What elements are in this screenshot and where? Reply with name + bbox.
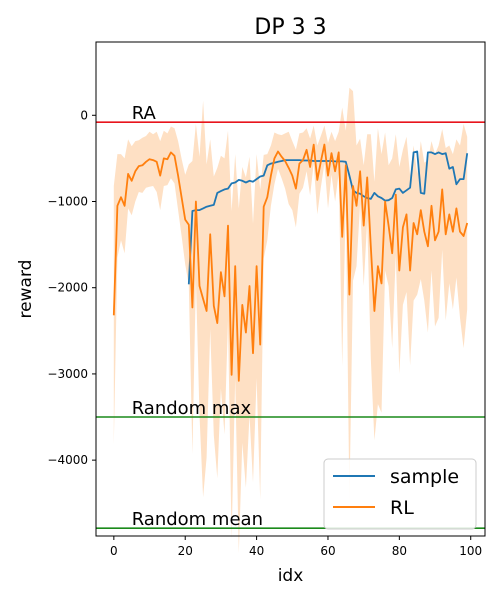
chart-title: DP 3 3	[254, 15, 326, 40]
y-tick-label: −2000	[47, 281, 88, 295]
x-tick-label: 20	[178, 544, 193, 558]
reference-label-random-mean: Random mean	[132, 509, 263, 530]
x-tick-label: 100	[459, 544, 482, 558]
legend-label-rl: RL	[390, 497, 414, 519]
y-axis-ticks: 0 −1000 −2000 −3000 −4000	[47, 108, 96, 467]
rl-confidence-band	[113, 87, 468, 554]
reference-label-ra: RA	[132, 103, 157, 124]
y-axis-title: reward	[16, 260, 36, 319]
x-axis-title: idx	[278, 566, 304, 586]
y-tick-label: −1000	[47, 194, 88, 208]
x-tick-label: 80	[392, 544, 407, 558]
rl-confidence-band-layer	[113, 87, 468, 554]
y-tick-label: −4000	[47, 453, 88, 467]
series-lines-layer	[112, 143, 469, 382]
x-tick-label: 0	[110, 544, 118, 558]
x-axis-ticks: 0 20 40 60 80 100	[110, 536, 482, 558]
legend: sample RL	[323, 458, 477, 530]
legend-label-sample: sample	[390, 466, 459, 488]
series-line-rl	[112, 143, 469, 382]
x-tick-label: 60	[320, 544, 335, 558]
y-tick-label: 0	[80, 108, 88, 122]
reference-label-random-max: Random max	[132, 398, 252, 419]
y-tick-label: −3000	[47, 367, 88, 381]
x-tick-label: 40	[249, 544, 264, 558]
series-line-sample	[187, 150, 469, 285]
reference-lines-layer: RA Random max Random mean	[96, 103, 485, 530]
plot-frame	[95, 41, 486, 537]
